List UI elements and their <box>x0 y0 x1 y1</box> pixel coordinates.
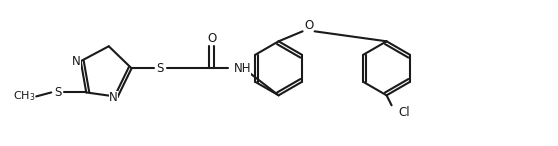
Text: N: N <box>109 91 118 104</box>
Text: Cl: Cl <box>398 106 410 119</box>
Text: CH$_3$: CH$_3$ <box>13 89 35 103</box>
Text: N: N <box>73 55 81 68</box>
Text: NH: NH <box>234 62 251 75</box>
Text: O: O <box>207 32 216 45</box>
Text: S: S <box>156 62 163 75</box>
Text: S: S <box>55 86 62 99</box>
Text: O: O <box>304 19 313 32</box>
